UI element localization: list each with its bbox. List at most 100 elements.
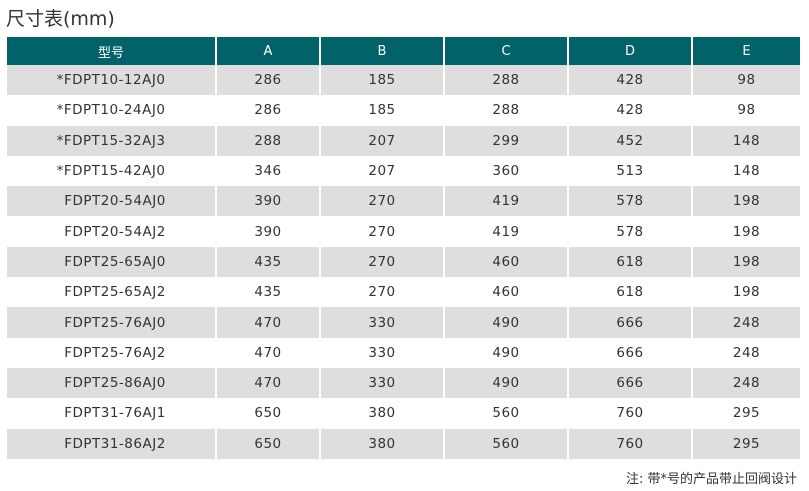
dimension-cell: 452 <box>568 125 693 156</box>
dimension-cell: 490 <box>444 367 569 399</box>
dimension-cell: 428 <box>568 65 693 96</box>
dimension-cell: 330 <box>320 337 445 368</box>
dimension-cell: 299 <box>444 125 569 156</box>
dimension-cell: 419 <box>444 186 569 217</box>
table-row: FDPT25-65AJ2 435 270 460 618 198 <box>7 277 800 308</box>
dimension-cell: 560 <box>444 398 569 429</box>
dimension-cell: 650 <box>216 398 321 429</box>
table-row: FDPT20-54AJ2 390 270 419 578 198 <box>7 216 800 247</box>
model-cell: FDPT31-76AJ1 <box>7 398 217 429</box>
dimension-cell: 98 <box>692 65 800 96</box>
table-row: *FDPT10-12AJ0 286 185 288 428 98 <box>7 65 800 96</box>
dimension-cell: 618 <box>568 246 693 278</box>
table-row: FDPT25-76AJ0 470 330 490 666 248 <box>7 307 800 338</box>
dimension-cell: 248 <box>732 344 761 361</box>
dimension-cell: 98 <box>737 102 756 119</box>
dimension-cell: 248 <box>692 307 800 338</box>
model-cell: *FDPT15-32AJ3 <box>7 125 217 156</box>
dimension-cell: 460 <box>444 246 569 278</box>
table-row: *FDPT15-42AJ0 346 207 360 513 148 <box>7 155 800 187</box>
dimension-cell: 428 <box>568 95 693 126</box>
dimension-cell: 198 <box>692 246 800 278</box>
dimension-cell: 419 <box>444 216 569 247</box>
dimension-cell: 435 <box>216 277 321 308</box>
column-header: D <box>568 37 693 65</box>
column-header: C <box>444 37 569 65</box>
footnote: 注: 带*号的产品带止回阀设计 <box>625 472 797 487</box>
dimension-cell: 198 <box>732 284 761 301</box>
table-row: FDPT31-86AJ2 650 380 560 760 295 <box>7 428 800 459</box>
dimension-cell: 207 <box>320 155 445 187</box>
dimension-cell: 270 <box>320 216 445 247</box>
dimension-cell: 286 <box>216 65 321 96</box>
dimension-cell: 295 <box>732 405 761 422</box>
table-row: FDPT20-54AJ0 390 270 419 578 198 <box>7 186 800 217</box>
dimension-cell: 330 <box>320 307 445 338</box>
dimension-cell: 460 <box>444 277 569 308</box>
dimension-cell: 148 <box>732 163 761 180</box>
dimension-cell: 270 <box>320 186 445 217</box>
model-cell: FDPT25-65AJ2 <box>7 277 217 308</box>
dimension-cell: 666 <box>568 337 693 368</box>
dimension-cell: 490 <box>444 337 569 368</box>
dimension-cell: 330 <box>320 367 445 399</box>
dimension-cell: 760 <box>568 398 693 429</box>
dimension-cell: 198 <box>692 186 800 217</box>
dimension-cell: 295 <box>692 428 800 459</box>
dimension-cell: 198 <box>732 223 761 240</box>
model-cell: FDPT25-86AJ0 <box>7 367 217 399</box>
model-cell: FDPT20-54AJ0 <box>7 186 217 217</box>
dimension-cell: 185 <box>320 95 445 126</box>
dimension-cell: 760 <box>568 428 693 459</box>
dimension-cell: 270 <box>320 246 445 278</box>
table-row: FDPT31-76AJ1 650 380 560 760 295 <box>7 398 800 429</box>
dimension-cell: 185 <box>320 65 445 96</box>
dimension-cell: 148 <box>692 125 800 156</box>
dimension-cell: 618 <box>568 277 693 308</box>
dimension-cell: 346 <box>216 155 321 187</box>
table-header-row: 型号 A B C D E <box>7 37 800 65</box>
model-cell: FDPT25-76AJ2 <box>7 337 217 368</box>
dimension-cell: 288 <box>216 125 321 156</box>
model-cell: FDPT25-76AJ0 <box>7 307 217 338</box>
dimension-cell: 380 <box>320 398 445 429</box>
dimension-table: 型号 A B C D E *FDPT10-12AJ0 286 185 288 428 98 *FDPT… <box>7 37 800 459</box>
table-row: *FDPT10-24AJ0 286 185 288 428 98 <box>7 95 800 126</box>
dimension-cell: 288 <box>444 65 569 96</box>
dimension-cell: 390 <box>216 186 321 217</box>
dimension-cell: 650 <box>216 428 321 459</box>
table-row: *FDPT15-32AJ3 288 207 299 452 148 <box>7 125 800 156</box>
dimension-cell: 666 <box>568 367 693 399</box>
dimension-cell: 248 <box>692 367 800 399</box>
dimension-cell: 513 <box>568 155 693 187</box>
dimension-cell: 470 <box>216 307 321 338</box>
model-cell: *FDPT10-24AJ0 <box>7 95 217 126</box>
dimension-cell: 666 <box>568 307 693 338</box>
table-row: FDPT25-76AJ2 470 330 490 666 248 <box>7 337 800 368</box>
dimension-cell: 286 <box>216 95 321 126</box>
model-cell: FDPT20-54AJ2 <box>7 216 217 247</box>
column-header: B <box>320 37 445 65</box>
column-header: 型号 <box>7 37 217 65</box>
dimension-cell: 560 <box>444 428 569 459</box>
dimension-cell: 390 <box>216 216 321 247</box>
column-header: E <box>692 37 800 65</box>
model-cell: *FDPT15-42AJ0 <box>7 155 217 187</box>
dimension-cell: 578 <box>568 216 693 247</box>
table-row: FDPT25-65AJ0 435 270 460 618 198 <box>7 246 800 278</box>
model-cell: FDPT31-86AJ2 <box>7 428 217 459</box>
table-row: FDPT25-86AJ0 470 330 490 666 248 <box>7 367 800 399</box>
dimension-cell: 435 <box>216 246 321 278</box>
dimension-cell: 578 <box>568 186 693 217</box>
dimension-cell: 490 <box>444 307 569 338</box>
dimension-cell: 288 <box>444 95 569 126</box>
dimension-cell: 470 <box>216 367 321 399</box>
dimension-cell: 207 <box>320 125 445 156</box>
dimension-cell: 270 <box>320 277 445 308</box>
model-cell: FDPT25-65AJ0 <box>7 246 217 278</box>
page-title: 尺寸表(mm) <box>6 8 115 30</box>
dimension-cell: 360 <box>444 155 569 187</box>
dimension-cell: 470 <box>216 337 321 368</box>
column-header: A <box>216 37 321 65</box>
model-cell: *FDPT10-12AJ0 <box>7 65 217 96</box>
